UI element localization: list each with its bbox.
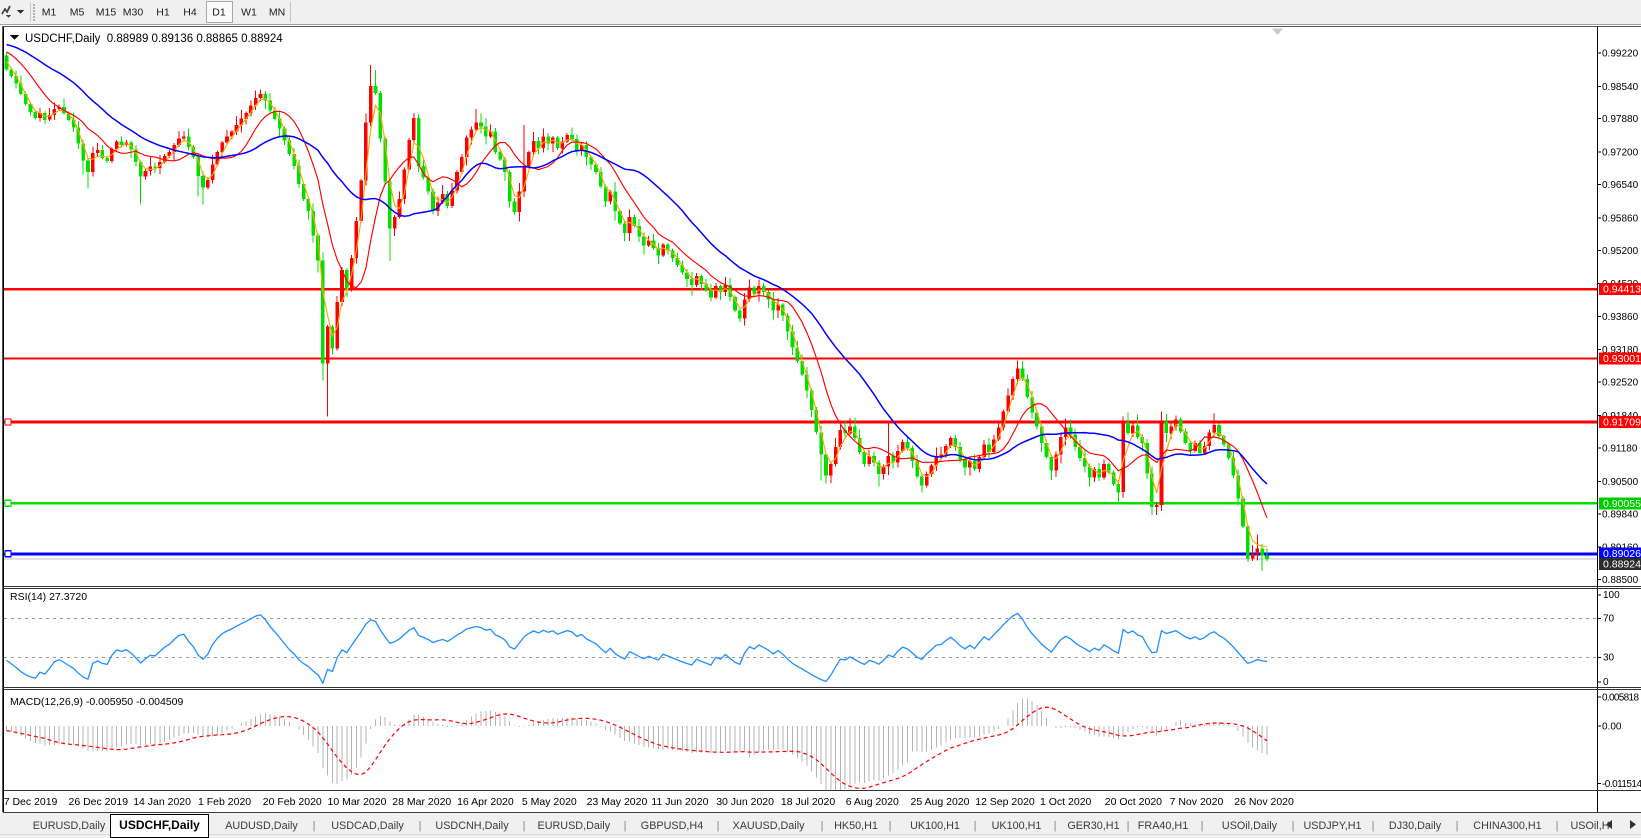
svg-text:H1: H1 xyxy=(156,7,170,19)
svg-text:USOil,H: USOil,H xyxy=(1571,820,1610,832)
svg-text:0.94413: 0.94413 xyxy=(1603,284,1641,296)
svg-text:0.90500: 0.90500 xyxy=(1602,477,1639,488)
svg-text:M5: M5 xyxy=(70,7,85,19)
svg-text:0.88924: 0.88924 xyxy=(1603,558,1641,570)
svg-text:USDCHF,Daily 0.88989 0.89136: USDCHF,Daily 0.88989 0.89136 0.88865 0.8… xyxy=(25,33,283,45)
svg-text:14 Jan 2020: 14 Jan 2020 xyxy=(133,796,191,808)
svg-text:GER30,H1: GER30,H1 xyxy=(1067,820,1119,832)
svg-text:MN: MN xyxy=(269,7,285,19)
svg-text:EURUSD,Daily: EURUSD,Daily xyxy=(33,820,106,832)
svg-text:0: 0 xyxy=(1603,677,1609,688)
svg-text:20 Oct 2020: 20 Oct 2020 xyxy=(1105,796,1162,808)
svg-text:|: | xyxy=(1556,820,1559,832)
svg-text:|: | xyxy=(717,820,720,832)
svg-text:26 Dec 2019: 26 Dec 2019 xyxy=(69,796,129,808)
svg-text:0.00: 0.00 xyxy=(1602,722,1622,733)
svg-text:|: | xyxy=(889,820,892,832)
svg-text:M15: M15 xyxy=(96,7,117,19)
svg-text:11 Jun 2020: 11 Jun 2020 xyxy=(651,796,708,808)
svg-text:16 Apr 2020: 16 Apr 2020 xyxy=(457,796,514,808)
svg-text:M1: M1 xyxy=(42,7,57,19)
svg-text:|: | xyxy=(1054,820,1057,832)
svg-text:M30: M30 xyxy=(123,7,144,19)
svg-text:|: | xyxy=(523,820,526,832)
svg-text:0.89840: 0.89840 xyxy=(1602,509,1639,520)
svg-text:|: | xyxy=(419,820,422,832)
svg-text:FRA40,H1: FRA40,H1 xyxy=(1138,820,1188,832)
svg-text:0.90055: 0.90055 xyxy=(1603,498,1641,510)
svg-text:AUDUSD,Daily: AUDUSD,Daily xyxy=(225,820,298,832)
svg-text:-0.011514: -0.011514 xyxy=(1602,779,1641,790)
svg-text:0.97200: 0.97200 xyxy=(1602,148,1639,159)
svg-text:0.95860: 0.95860 xyxy=(1602,214,1639,225)
svg-text:|: | xyxy=(313,820,316,832)
svg-text:0.93180: 0.93180 xyxy=(1602,345,1639,356)
svg-text:0.98540: 0.98540 xyxy=(1602,82,1639,93)
svg-text:0.93001: 0.93001 xyxy=(1603,353,1641,365)
svg-text:GBPUSD,H4: GBPUSD,H4 xyxy=(641,820,703,832)
svg-text:DJ30,Daily: DJ30,Daily xyxy=(1389,820,1442,832)
svg-text:7 Dec 2019: 7 Dec 2019 xyxy=(4,796,58,808)
svg-text:20 Feb 2020: 20 Feb 2020 xyxy=(263,796,322,808)
svg-text:|: | xyxy=(624,820,627,832)
svg-text:|: | xyxy=(1292,820,1295,832)
svg-text:1 Feb 2020: 1 Feb 2020 xyxy=(198,796,251,808)
svg-text:0.92520: 0.92520 xyxy=(1602,378,1639,389)
svg-text:HK50,H1: HK50,H1 xyxy=(834,820,878,832)
svg-text:0.89026: 0.89026 xyxy=(1603,548,1641,560)
svg-text:0.93860: 0.93860 xyxy=(1602,312,1639,323)
svg-text:70: 70 xyxy=(1603,613,1615,624)
svg-text:23 May 2020: 23 May 2020 xyxy=(587,796,648,808)
svg-text:USDCAD,Daily: USDCAD,Daily xyxy=(331,820,404,832)
svg-text:UK100,H1: UK100,H1 xyxy=(910,820,960,832)
svg-text:0.88500: 0.88500 xyxy=(1602,575,1639,586)
svg-text:12 Sep 2020: 12 Sep 2020 xyxy=(975,796,1035,808)
svg-text:|: | xyxy=(1456,820,1459,832)
svg-text:5 May 2020: 5 May 2020 xyxy=(522,796,577,808)
svg-text:30 Jun 2020: 30 Jun 2020 xyxy=(716,796,774,808)
svg-text:10 Mar 2020: 10 Mar 2020 xyxy=(328,796,387,808)
svg-text:100: 100 xyxy=(1603,590,1620,601)
svg-text:0.95200: 0.95200 xyxy=(1602,246,1639,257)
svg-text:D1: D1 xyxy=(212,7,226,19)
svg-text:0.96540: 0.96540 xyxy=(1602,180,1639,191)
svg-text:30: 30 xyxy=(1603,653,1615,664)
svg-text:18 Jul 2020: 18 Jul 2020 xyxy=(781,796,835,808)
svg-text:|: | xyxy=(1372,820,1375,832)
svg-text:|: | xyxy=(1127,820,1130,832)
svg-text:UK100,H1: UK100,H1 xyxy=(992,820,1042,832)
svg-text:USDJPY,H1: USDJPY,H1 xyxy=(1303,820,1361,832)
svg-text:CHINA300,H1: CHINA300,H1 xyxy=(1473,820,1541,832)
svg-text:USDCNH,Daily: USDCNH,Daily xyxy=(435,820,509,832)
svg-text:|: | xyxy=(1201,820,1204,832)
svg-text:MACD(12,26,9) -0.005950 -0.004: MACD(12,26,9) -0.005950 -0.004509 xyxy=(10,696,184,708)
svg-text:26 Nov 2020: 26 Nov 2020 xyxy=(1234,796,1294,808)
svg-text:7 Nov 2020: 7 Nov 2020 xyxy=(1170,796,1224,808)
svg-text:28 Mar 2020: 28 Mar 2020 xyxy=(392,796,451,808)
svg-text:0.97880: 0.97880 xyxy=(1602,114,1639,125)
svg-text:0.91709: 0.91709 xyxy=(1603,417,1641,429)
svg-text:0.91180: 0.91180 xyxy=(1602,444,1638,455)
svg-text:EURUSD,Daily: EURUSD,Daily xyxy=(538,820,611,832)
svg-text:6 Aug 2020: 6 Aug 2020 xyxy=(846,796,899,808)
svg-text:0.005818: 0.005818 xyxy=(1602,693,1639,704)
svg-text:XAUUSD,Daily: XAUUSD,Daily xyxy=(733,820,806,832)
svg-text:25 Aug 2020: 25 Aug 2020 xyxy=(911,796,970,808)
svg-text:|: | xyxy=(974,820,977,832)
svg-text:0.99220: 0.99220 xyxy=(1602,48,1639,59)
svg-text:USOil,Daily: USOil,Daily xyxy=(1222,820,1278,832)
svg-text:RSI(14) 27.3720: RSI(14) 27.3720 xyxy=(10,591,87,603)
svg-text:W1: W1 xyxy=(241,7,257,19)
svg-text:USDCHF,Daily: USDCHF,Daily xyxy=(119,818,200,832)
svg-text:1 Oct 2020: 1 Oct 2020 xyxy=(1040,796,1092,808)
svg-text:H4: H4 xyxy=(183,7,197,19)
svg-text:|: | xyxy=(821,820,824,832)
